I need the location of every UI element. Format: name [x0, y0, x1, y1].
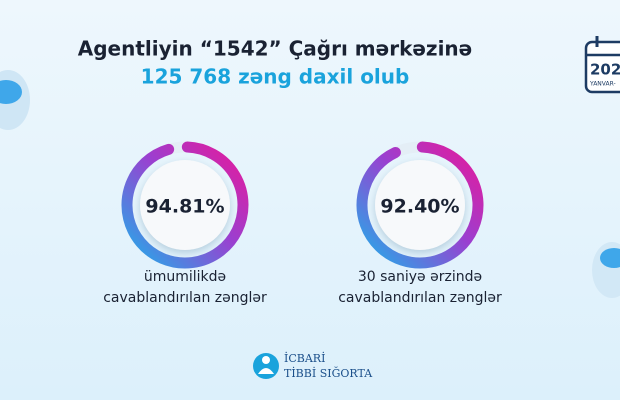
calendar-period: YANVAR-	[589, 81, 616, 88]
gauge-caption: ümumilikdə	[144, 269, 226, 285]
gauges: 94.81% ümumilikdə cavablandırılan zənglər 9…	[103, 141, 502, 306]
gauge-value: 92.40%	[380, 196, 459, 218]
gauge-caption: cavablandırılan zənglər	[103, 290, 267, 306]
logo: İCBARİ TİBBİ SIĞORTA	[253, 351, 373, 380]
decor	[0, 70, 620, 298]
gauge-value: 94.81%	[145, 196, 224, 218]
inner-disc	[375, 160, 465, 250]
logo-line: İCBARİ	[284, 351, 325, 365]
title: Agentliyin “1542” Çağrı mərkəzinə	[78, 37, 472, 61]
calendar-year: 202	[590, 61, 620, 79]
logo-line: TİBBİ SIĞORTA	[284, 366, 373, 380]
inner-disc	[140, 160, 230, 250]
gauge-caption: 30 saniyə ərzində	[358, 269, 482, 285]
gauge-caption: cavablandırılan zənglər	[338, 290, 502, 306]
subtitle: 125 768 zəng daxil olub	[141, 65, 410, 89]
calendar-icon: 202 YANVAR-	[584, 36, 620, 94]
ring-arc	[356, 141, 484, 269]
ring-arc	[121, 141, 249, 269]
